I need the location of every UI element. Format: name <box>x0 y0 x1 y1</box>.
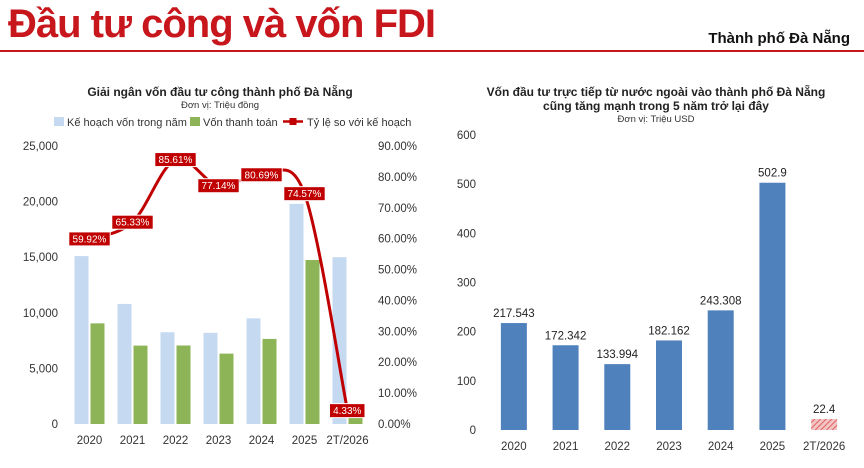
rate-label: 85.61% <box>159 155 193 166</box>
rate-marker-2020 <box>68 231 111 247</box>
y-tick-label: 0 <box>52 419 58 431</box>
y2-tick-label: 20.00% <box>378 357 417 369</box>
bar-paid-2025 <box>305 259 320 424</box>
rate-marker-2T/2026 <box>329 403 366 419</box>
bar-plan-2020 <box>74 256 89 424</box>
rate-label: 65.33% <box>116 218 150 229</box>
bar-plan-2023 <box>203 332 218 424</box>
rate-label: 4.33% <box>333 406 361 417</box>
rate-label: 77.14% <box>202 181 236 192</box>
y-tick-label: 10,000 <box>23 308 58 320</box>
chart1-title: Giải ngân vốn đầu tư công thành phố Đà N… <box>87 84 352 99</box>
y-tick-label: 25,000 <box>23 141 58 153</box>
x-tick-label: 2022 <box>163 435 189 447</box>
chart1-unit: Đơn vị: Triệu đồng <box>181 100 259 111</box>
bar-paid-2T/2026 <box>348 416 363 424</box>
y2-tick-label: 80.00% <box>378 172 417 184</box>
legend-rate-marker <box>289 118 297 125</box>
y-tick-label: 15,000 <box>23 252 58 264</box>
rate-label: 59.92% <box>73 234 107 245</box>
legend-rate-label: Tỷ lệ so với kế hoạch <box>307 117 411 129</box>
y2-tick-label: 90.00% <box>378 141 417 153</box>
y2-tick-label: 0.00% <box>378 419 411 431</box>
x-tick-label: 2025 <box>292 435 318 447</box>
legend-plan-label: Kế hoạch vốn trong năm <box>67 117 187 129</box>
y2-tick-label: 30.00% <box>378 326 417 338</box>
x-tick-label: 2T/2026 <box>326 435 368 447</box>
rate-label: 74.57% <box>288 189 322 200</box>
x-tick-label: 2020 <box>77 435 103 447</box>
rate-marker-2025 <box>283 186 326 202</box>
bar-plan-2025 <box>289 203 304 424</box>
y2-tick-label: 10.00% <box>378 388 417 400</box>
x-tick-label: 2023 <box>206 435 232 447</box>
x-tick-label: 2024 <box>249 435 275 447</box>
bar-plan-2022 <box>160 332 175 424</box>
bar-paid-2022 <box>176 345 191 424</box>
city-label: Thành phố Đà Nẵng <box>708 30 850 47</box>
bar-paid-2020 <box>90 323 105 424</box>
y2-tick-label: 40.00% <box>378 295 417 307</box>
bar-paid-2023 <box>219 353 234 424</box>
chart1-legend: Kế hoạch vốn trong năm Vốn thanh toán Tỷ… <box>54 117 411 129</box>
y-tick-label: 5,000 <box>29 363 58 375</box>
rate-marker-2022 <box>154 152 197 168</box>
rate-marker-2024 <box>240 167 283 183</box>
bar-plan-2024 <box>246 318 261 424</box>
legend-paid-label: Vốn thanh toán <box>203 117 278 129</box>
bar-paid-2021 <box>133 345 148 424</box>
y-tick-label: 20,000 <box>23 197 58 209</box>
y2-tick-label: 60.00% <box>378 234 417 246</box>
legend-plan-swatch <box>54 117 64 126</box>
legend-paid-swatch <box>190 117 200 126</box>
header-divider <box>0 50 864 52</box>
x-tick-label: 2021 <box>120 435 146 447</box>
bar-plan-2021 <box>117 303 132 424</box>
rate-label: 80.69% <box>245 170 279 181</box>
page-title: Đầu tư công và vốn FDI <box>8 2 436 46</box>
bar-paid-2024 <box>262 338 277 424</box>
y2-tick-label: 50.00% <box>378 265 417 277</box>
rate-marker-2021 <box>111 214 154 230</box>
rate-marker-2023 <box>197 178 240 194</box>
y2-tick-label: 70.00% <box>378 203 417 215</box>
